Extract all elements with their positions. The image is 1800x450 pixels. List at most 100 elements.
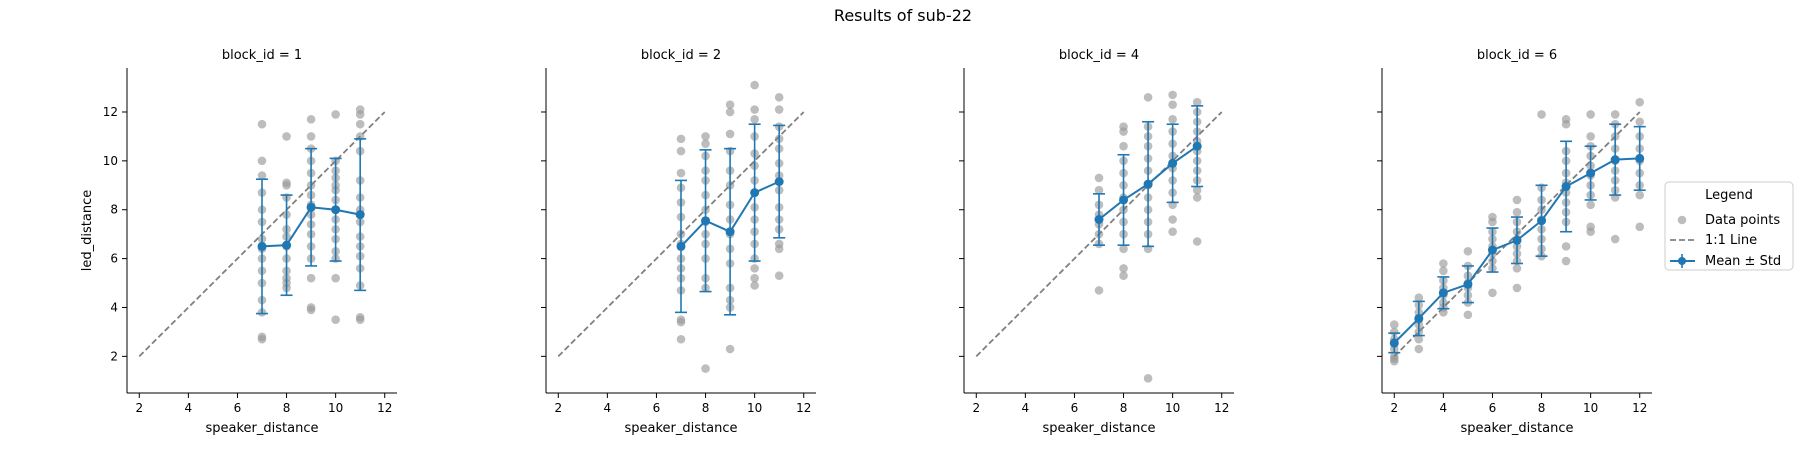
data-point — [701, 132, 710, 141]
data-point — [1561, 242, 1571, 251]
facet-panel-1: block_id = 1 2 4 6 8 10 12 2 4 6 8 10 12 speaker_dist… — [80, 48, 397, 436]
mean-point — [725, 227, 735, 237]
data-point — [1143, 374, 1153, 383]
y-tick-label: 8 — [110, 203, 118, 217]
x-tick-label: 12 — [1214, 401, 1229, 415]
mean-point — [750, 188, 760, 198]
data-point — [1414, 334, 1424, 344]
mean-point — [1119, 195, 1129, 205]
data-point — [257, 119, 267, 129]
mean-point — [1168, 158, 1178, 168]
mean-point — [1414, 313, 1424, 323]
data-point — [1094, 185, 1104, 195]
x-axis-label: speaker_distance — [1461, 421, 1574, 436]
data-point — [1094, 286, 1104, 295]
data-point — [1512, 207, 1522, 217]
mean-point — [1561, 182, 1571, 192]
data-point — [282, 180, 291, 190]
y-tick-label: 10 — [103, 154, 118, 168]
data-point — [1119, 244, 1128, 254]
data-point — [676, 334, 686, 344]
data-point — [257, 156, 267, 166]
mean-point — [1512, 235, 1522, 245]
data-point — [676, 168, 686, 178]
data-point — [1192, 193, 1202, 202]
legend-entry: Mean ± Std — [1670, 254, 1781, 269]
data-point — [1463, 310, 1473, 320]
data-point — [1537, 110, 1546, 119]
data-point — [725, 100, 735, 109]
data-point — [1586, 110, 1595, 119]
data-point — [725, 129, 735, 139]
data-point — [774, 271, 784, 281]
y-axis-label: led_distance — [80, 190, 95, 271]
y-tick-label: 4 — [110, 300, 118, 314]
data-point — [1192, 97, 1202, 107]
x-tick-label: 6 — [1489, 401, 1497, 415]
data-point — [774, 105, 784, 114]
mean-point — [774, 177, 784, 187]
mean-point — [1537, 216, 1547, 226]
legend-entry: Data points — [1677, 213, 1780, 228]
data-point — [1610, 234, 1620, 244]
x-tick-label: 6 — [653, 401, 661, 415]
data-point — [1561, 119, 1571, 129]
legend-entry: 1:1 Line — [1670, 233, 1757, 248]
data-point — [701, 364, 710, 373]
legend-entry-label: 1:1 Line — [1705, 233, 1757, 248]
mean-point — [1094, 215, 1104, 225]
legend-entry-label: Mean ± Std — [1705, 254, 1781, 269]
y-tick-label: 6 — [110, 252, 118, 266]
data-point — [1192, 237, 1202, 246]
data-point — [774, 244, 784, 254]
data-point — [306, 273, 316, 283]
x-tick-label: 2 — [554, 401, 562, 415]
mean-point — [1389, 338, 1399, 348]
data-point — [1094, 173, 1104, 183]
x-tick-label: 10 — [747, 401, 762, 415]
mean-point — [1192, 141, 1202, 151]
data-point — [1635, 190, 1645, 200]
data-point — [355, 315, 365, 324]
legend-title: Legend — [1705, 188, 1753, 203]
x-tick-label: 10 — [1165, 401, 1180, 415]
x-axis-label: speaker_distance — [1043, 421, 1156, 436]
data-point — [1488, 217, 1497, 227]
legend-frame — [1664, 181, 1794, 271]
facet-panel-2: block_id = 2 2 4 6 8 10 12 speaker_distance — [541, 48, 816, 436]
legend: Legend Data points 1:1 Line Mean ± Std — [1664, 181, 1794, 271]
data-point — [1635, 117, 1645, 127]
data-point — [1168, 90, 1177, 100]
x-tick-label: 8 — [702, 401, 710, 415]
x-tick-label: 12 — [1632, 401, 1647, 415]
data-point — [1512, 195, 1522, 205]
panel-title: block_id = 1 — [222, 48, 302, 63]
facet-panels: block_id = 1 2 4 6 8 10 12 2 4 6 8 10 12 speaker_dist… — [80, 48, 1652, 436]
mean-point — [1586, 168, 1596, 178]
figure-title: Results of sub-22 — [834, 6, 972, 25]
x-tick-label: 4 — [1440, 401, 1448, 415]
data-point — [750, 273, 759, 283]
data-point — [1119, 127, 1128, 136]
data-point — [750, 105, 759, 114]
x-tick-label: 12 — [796, 401, 811, 415]
x-axis-label: speaker_distance — [625, 421, 738, 436]
data-point — [1586, 132, 1595, 141]
data-point — [701, 139, 710, 149]
data-point — [725, 107, 735, 117]
data-point — [1119, 141, 1128, 151]
data-point — [355, 119, 365, 129]
mean-point — [257, 241, 267, 251]
legend-marker-mean — [1678, 257, 1686, 265]
data-point — [331, 273, 340, 283]
mean-point — [355, 210, 365, 220]
mean-point — [1438, 288, 1448, 298]
x-axis-label: speaker_distance — [206, 421, 319, 436]
mean-point — [1463, 279, 1473, 289]
data-point — [676, 146, 686, 156]
x-tick-label: 4 — [1022, 401, 1030, 415]
data-point — [1119, 264, 1128, 273]
data-point — [355, 110, 365, 119]
panel-title: block_id = 6 — [1477, 48, 1557, 63]
panel-title: block_id = 2 — [641, 48, 721, 63]
